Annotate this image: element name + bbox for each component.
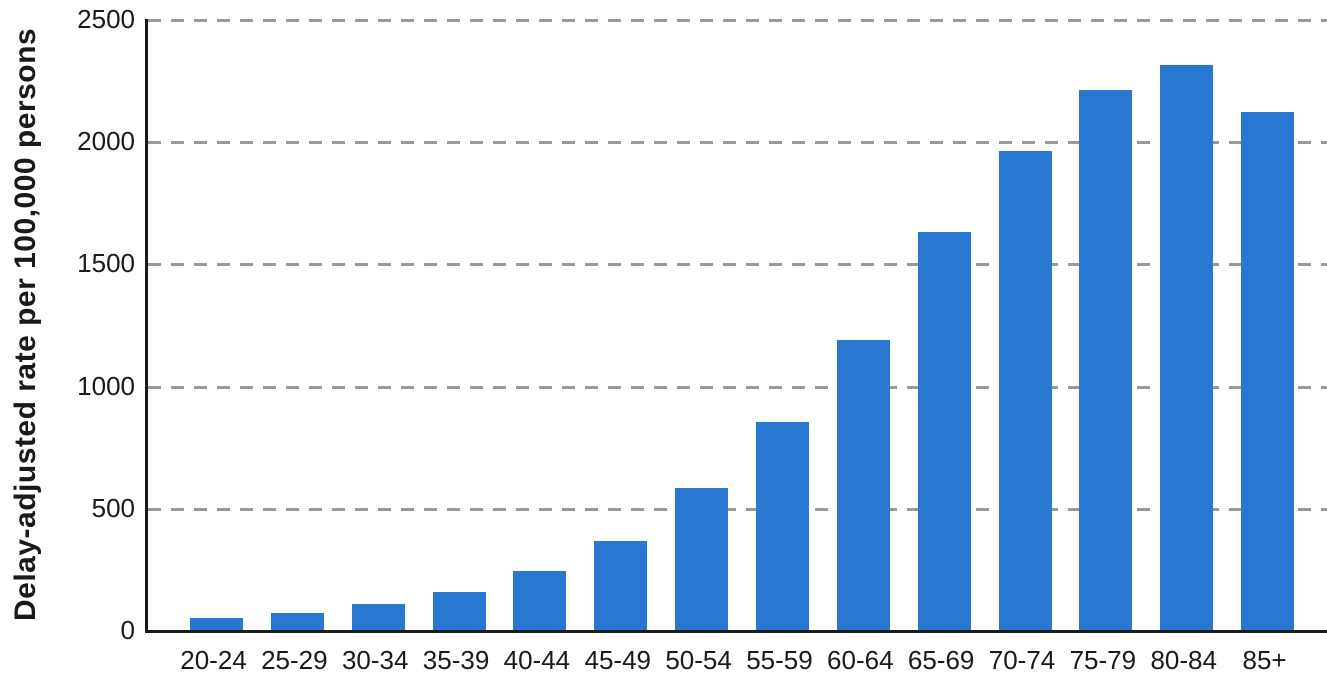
bar-40-44 [513,571,567,630]
gridline-2500 [148,19,1327,22]
bar-20-24 [190,617,243,630]
gridline-1500 [148,263,1327,267]
x-tick-label-35-39: 35-39 [422,645,490,675]
bar-65-69 [917,231,971,630]
x-tick-label-40-44: 40-44 [503,645,571,675]
x-tick-label-20-24: 20-24 [180,645,247,675]
x-tick-label-60-64: 60-64 [827,645,894,675]
bar-85+ [1241,111,1295,630]
bar-75-79 [1079,89,1133,630]
bar-70-74 [998,150,1052,630]
bar-25-29 [270,612,324,630]
gridline-1000 [148,385,1327,389]
y-tick-label-0: 0 [120,615,135,645]
x-tick-label-75-79: 75-79 [1069,645,1137,675]
x-tick-label-65-69: 65-69 [907,645,975,675]
x-tick-label-25-29: 25-29 [261,645,328,675]
x-tick-label-45-49: 45-49 [584,645,652,675]
gridline-2000 [148,141,1327,145]
x-tick-label-30-34: 30-34 [341,645,409,675]
x-tick-label-50-54: 50-54 [665,645,732,675]
y-tick-label-2000: 2000 [77,126,135,157]
y-tick-label-2500: 2500 [77,4,135,34]
x-tick-label-70-74: 70-74 [988,645,1056,675]
y-tick-label-500: 500 [91,492,135,523]
bar-55-59 [755,422,809,630]
bar-80-84 [1160,65,1214,630]
gridline-500 [148,507,1327,511]
x-tick-label-85+: 85+ [1242,645,1287,675]
y-tick-label-1500: 1500 [77,248,135,279]
bar-45-49 [594,540,648,630]
y-axis-title: Delay-adjusted rate per 100,000 persons [9,27,42,622]
x-tick-label-55-59: 55-59 [746,645,813,675]
bar-60-64 [836,340,890,630]
y-tick-label-1000: 1000 [77,370,135,401]
bar-35-39 [432,592,486,630]
plot-area [145,19,1327,633]
bar-50-54 [675,488,729,630]
bar-30-34 [351,604,405,630]
x-tick-label-80-84: 80-84 [1150,645,1217,675]
